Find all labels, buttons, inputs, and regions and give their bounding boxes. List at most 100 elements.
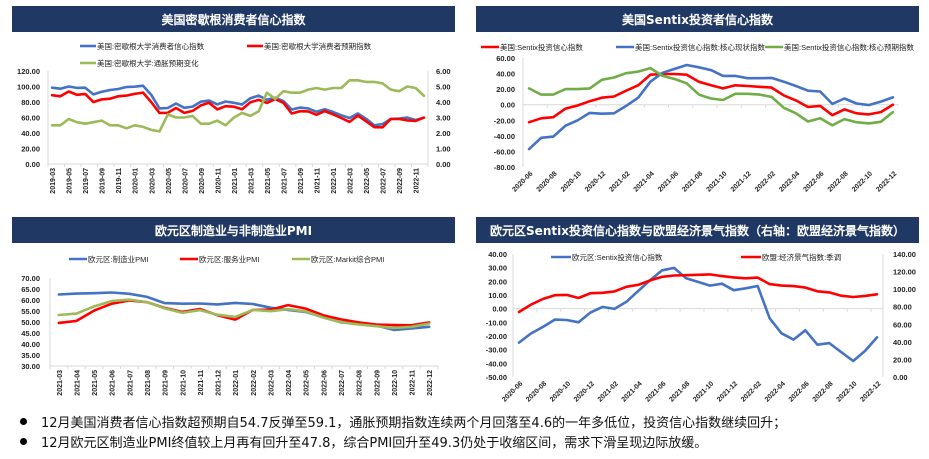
y-tick-label: 120.00 <box>17 67 40 76</box>
x-tick-label: 2022-08 <box>827 170 850 193</box>
x-tick-label: 2019-03 <box>50 168 57 194</box>
legend-label: 美国:Sentix投资信心指数 <box>500 42 583 52</box>
x-tick-label: 2021-06 <box>110 370 117 396</box>
series-line-2 <box>57 298 431 330</box>
chart-title: 欧元区制造业与非制造业PMI <box>12 217 455 243</box>
y-tick-label: 20.00 <box>488 277 507 286</box>
y-tick-label: -30.00 <box>486 346 507 355</box>
x-tick-label: 2022-07 <box>339 370 346 396</box>
x-tick-label: 2021-03 <box>248 168 255 194</box>
y2-tick-label: 40.00 <box>893 338 912 347</box>
legend-label: 欧元区:服务业PMI <box>199 254 259 264</box>
y-tick-label: -40.00 <box>494 132 515 141</box>
y2-tick-label: 5.00 <box>436 83 451 92</box>
x-tick-label: 2021-10 <box>692 380 715 403</box>
x-tick-label: 2020-08 <box>525 380 548 403</box>
y-tick-label: 55.00 <box>21 307 40 316</box>
y-tick-label: -10.00 <box>486 318 507 327</box>
y-tick-label: 80.00 <box>21 98 40 107</box>
x-tick-label: 2021-01 <box>232 168 239 194</box>
legend-label: 欧元区:制造业PMI <box>88 254 148 264</box>
x-tick-label: 2021-12 <box>716 380 739 403</box>
bullet-item: 12月欧元区制造业PMI终值较上月再有回升至47.8，综合PMI回升至49.3仍… <box>18 431 918 451</box>
x-tick-label: 2022-02 <box>740 380 763 403</box>
series-line-0 <box>50 84 426 127</box>
x-tick-label: 2022-01 <box>233 370 240 396</box>
x-tick-label: 2019-09 <box>100 168 107 194</box>
x-tick-label: 2020-06 <box>501 380 524 403</box>
bullet-item: 12月美国消费者信心指数超预期自54.7反弹至59.1，通胀预期指数连续两个月回… <box>18 411 918 431</box>
y2-tick-label: 140.00 <box>893 250 916 259</box>
x-tick-label: 2021-10 <box>705 170 728 193</box>
x-tick-label: 2022-02 <box>754 170 777 193</box>
chart-us-sentix: -80.00 -60.00 -40.00 -20.00 0.00 20.00 40.00 60… <box>481 42 915 194</box>
y-tick-label: 45.00 <box>21 329 40 338</box>
y-tick-label: 70.00 <box>21 274 40 283</box>
x-tick-label: 2020-10 <box>549 380 572 403</box>
legend-label: 欧元区:Markit综合PMI <box>311 254 384 264</box>
x-tick-label: 2020-09 <box>199 168 206 194</box>
x-tick-label: 2021-08 <box>681 170 704 193</box>
x-tick-label: 2021-08 <box>145 370 152 396</box>
x-tick-label: 2022-04 <box>764 380 787 403</box>
y-tick-label: 60.00 <box>21 114 40 123</box>
x-tick-label: 2022-11 <box>414 168 421 193</box>
x-tick-label: 2022-12 <box>859 380 882 403</box>
x-tick-label: 2020-07 <box>182 168 189 194</box>
legend-label: 美国:密歇根大学消费者信心指数 <box>97 41 205 51</box>
x-tick-label: 2020-06 <box>511 170 534 193</box>
x-tick-label: 2022-03 <box>348 168 355 194</box>
chart-title: 欧元区Sentix投资信心指数与欧盟经济景气指数（右轴：欧盟经济景气指数） <box>476 217 919 243</box>
y-tick-label: 0.00 <box>500 101 515 110</box>
series-line-0 <box>517 266 879 363</box>
y-tick-label: 60.00 <box>21 296 40 305</box>
chart-us-michigan: 0.00 20.00 40.00 60.00 80.00 100.00 120.00 0.00… <box>17 41 451 194</box>
y-tick-label: 35.00 <box>21 351 40 360</box>
x-tick-label: 2020-11 <box>215 168 222 193</box>
y-tick-label: -50.00 <box>486 373 507 382</box>
x-tick-label: 2021-03 <box>57 370 64 396</box>
x-tick-label: 2019-07 <box>83 168 90 194</box>
x-tick-label: 2021-06 <box>644 380 667 403</box>
y-tick-label: 0.00 <box>492 305 507 314</box>
series-line-1 <box>50 90 426 129</box>
x-tick-label: 2022-08 <box>812 380 835 403</box>
legend-label: 美国:Sentix投资信心指数:核心现状指数 <box>635 42 766 52</box>
y-tick-label: 40.00 <box>496 70 515 79</box>
series-line-2 <box>527 66 895 127</box>
x-tick-label: 2021-04 <box>74 370 81 396</box>
y-tick-label: 20.00 <box>496 85 515 94</box>
x-tick-label: 2020-01 <box>133 168 140 194</box>
x-tick-label: 2021-04 <box>633 170 656 193</box>
x-tick-label: 2021-09 <box>298 168 305 194</box>
y-tick-label: 40.00 <box>21 340 40 349</box>
chart-title: 美国Sentix投资者信心指数 <box>476 6 919 32</box>
x-tick-label: 2022-08 <box>357 370 364 396</box>
x-tick-label: 2022-12 <box>427 370 434 396</box>
legend-label: 美国:Sentix投资信心指数:核心预期指数 <box>784 42 915 52</box>
y-tick-label: 10.00 <box>488 291 507 300</box>
legend-label: 美国:密歇根大学:通胀预期变化 <box>97 58 199 68</box>
x-tick-label: 2021-12 <box>730 170 753 193</box>
x-tick-label: 2022-10 <box>835 380 858 403</box>
bullet-dot <box>20 437 27 445</box>
series-line-1 <box>517 273 879 314</box>
x-tick-label: 2022-02 <box>251 370 258 396</box>
x-tick-label: 2021-02 <box>597 380 620 403</box>
x-tick-label: 2020-03 <box>149 168 156 194</box>
x-tick-label: 2021-02 <box>608 170 631 193</box>
x-tick-label: 2021-11 <box>198 370 205 395</box>
legend-label: 美国:密歇根大学消费者预期指数 <box>264 41 372 51</box>
legend-label: 欧元区:Sentix投资信心指数 <box>572 252 663 262</box>
x-tick-label: 2020-12 <box>584 170 607 193</box>
y-tick-label: 65.00 <box>21 285 40 294</box>
y-tick-label: -20.00 <box>486 332 507 341</box>
series-line-1 <box>527 63 895 151</box>
y-tick-label: 40.00 <box>488 250 507 259</box>
x-tick-label: 2021-04 <box>621 380 644 403</box>
x-tick-label: 2021-05 <box>92 370 99 396</box>
y2-tick-label: 2.00 <box>436 129 451 138</box>
x-tick-label: 2022-01 <box>331 168 338 194</box>
series-line-0 <box>527 72 895 124</box>
y-tick-label: 20.00 <box>21 145 40 154</box>
